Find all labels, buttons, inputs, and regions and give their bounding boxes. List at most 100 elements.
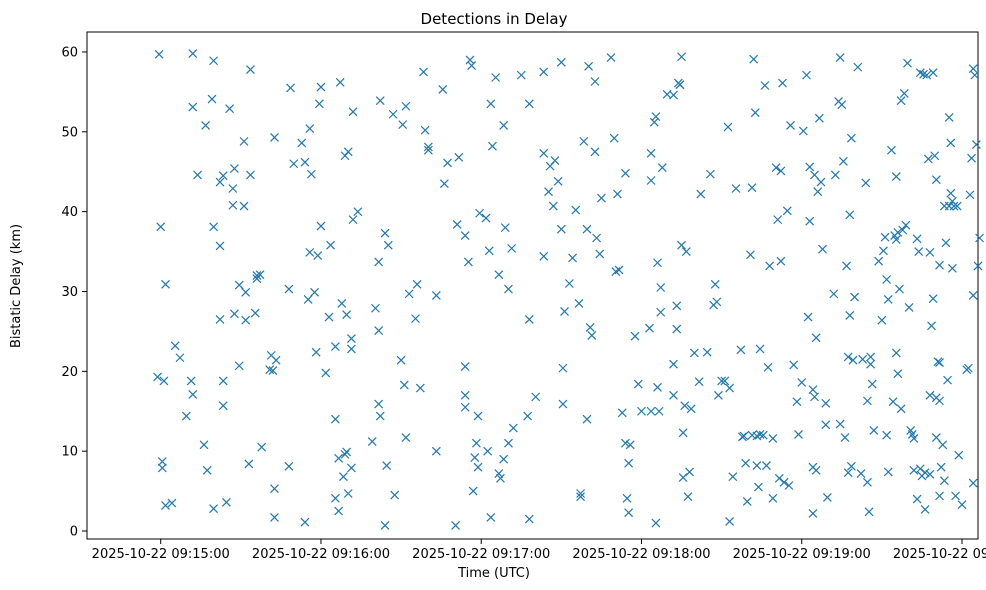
data-point-marker bbox=[460, 390, 470, 400]
data-point-marker bbox=[316, 221, 326, 231]
data-point-marker bbox=[822, 493, 832, 502]
data-point-marker bbox=[246, 65, 255, 74]
data-point-marker bbox=[920, 505, 930, 514]
x-tick-label: 2025-10-22 09:20:00 bbox=[893, 547, 986, 562]
data-point-marker bbox=[199, 440, 209, 450]
data-point-marker bbox=[157, 463, 167, 473]
data-point-marker bbox=[380, 521, 390, 530]
data-point-marker bbox=[225, 104, 235, 114]
data-point-marker bbox=[621, 168, 630, 178]
data-point-marker bbox=[524, 315, 534, 324]
data-point-marker bbox=[161, 279, 170, 289]
data-point-marker bbox=[270, 484, 279, 494]
data-point-marker bbox=[720, 376, 730, 386]
data-point-marker bbox=[375, 96, 385, 106]
data-point-marker bbox=[694, 377, 704, 387]
data-point-marker bbox=[271, 355, 281, 365]
data-point-marker bbox=[342, 447, 352, 457]
data-point-marker bbox=[898, 225, 908, 235]
data-point-marker bbox=[930, 151, 940, 161]
data-point-marker bbox=[585, 322, 595, 332]
data-point-marker bbox=[677, 52, 686, 62]
data-point-marker bbox=[202, 465, 212, 475]
data-point-marker bbox=[946, 188, 956, 198]
data-point-marker bbox=[613, 189, 622, 199]
data-point-marker bbox=[717, 376, 727, 386]
data-point-marker bbox=[524, 514, 534, 524]
data-point-marker bbox=[342, 310, 352, 320]
data-point-marker bbox=[909, 433, 919, 443]
data-point-marker bbox=[419, 67, 428, 77]
data-point-marker bbox=[843, 352, 853, 362]
data-point-marker bbox=[797, 378, 807, 387]
data-point-marker bbox=[861, 178, 871, 188]
data-point-marker bbox=[326, 240, 336, 250]
data-point-marker bbox=[548, 201, 558, 211]
data-point-marker bbox=[912, 494, 922, 504]
data-point-marker bbox=[481, 213, 491, 223]
data-point-marker bbox=[239, 201, 249, 211]
data-point-marker bbox=[289, 159, 299, 169]
data-point-marker bbox=[672, 324, 682, 334]
data-point-marker bbox=[846, 133, 856, 143]
data-point-marker bbox=[297, 138, 307, 148]
x-axis-label: Time (UTC) bbox=[457, 566, 530, 581]
data-point-marker bbox=[846, 461, 856, 471]
data-point-marker bbox=[863, 477, 872, 487]
data-point-marker bbox=[553, 176, 563, 186]
y-tick-label: 0 bbox=[70, 525, 78, 540]
data-point-marker bbox=[891, 235, 901, 245]
data-point-marker bbox=[175, 353, 185, 363]
plot-frame bbox=[86, 31, 979, 540]
data-point-marker bbox=[947, 263, 957, 273]
data-point-marker bbox=[265, 365, 275, 375]
data-point-marker bbox=[244, 459, 254, 469]
data-point-marker bbox=[951, 491, 960, 501]
data-point-marker bbox=[156, 222, 166, 232]
data-point-marker bbox=[768, 433, 778, 443]
data-point-marker bbox=[713, 390, 723, 400]
data-point-marker bbox=[739, 431, 749, 441]
data-point-marker bbox=[324, 312, 334, 322]
data-point-marker bbox=[383, 240, 393, 250]
y-tick-label: 10 bbox=[61, 445, 78, 460]
data-point-marker bbox=[228, 184, 238, 193]
data-point-marker bbox=[866, 359, 876, 369]
data-point-marker bbox=[656, 307, 666, 317]
data-point-marker bbox=[558, 363, 568, 373]
data-point-marker bbox=[630, 331, 640, 341]
data-point-marker bbox=[794, 429, 803, 439]
data-point-marker bbox=[382, 461, 392, 470]
data-point-marker bbox=[975, 233, 985, 243]
data-point-marker bbox=[811, 333, 821, 343]
data-point-marker bbox=[576, 492, 586, 502]
y-axis-label: Bistatic Delay (km) bbox=[9, 224, 24, 348]
data-point-marker bbox=[353, 207, 363, 217]
data-point-marker bbox=[207, 94, 217, 104]
data-point-marker bbox=[850, 292, 860, 302]
data-point-marker bbox=[782, 206, 792, 216]
data-point-marker bbox=[681, 247, 691, 256]
data-point-marker bbox=[499, 454, 509, 464]
data-point-marker bbox=[752, 461, 762, 470]
data-point-marker bbox=[925, 469, 935, 479]
data-point-marker bbox=[883, 295, 893, 304]
data-point-marker bbox=[396, 355, 406, 365]
y-tick-label: 30 bbox=[61, 285, 78, 300]
data-point-marker bbox=[896, 404, 906, 414]
data-point-marker bbox=[193, 170, 202, 180]
data-point-marker bbox=[592, 233, 602, 243]
data-point-marker bbox=[470, 453, 480, 462]
data-point-marker bbox=[154, 49, 164, 59]
data-point-marker bbox=[488, 141, 497, 151]
data-point-marker bbox=[218, 171, 228, 181]
data-point-marker bbox=[371, 303, 380, 313]
data-point-marker bbox=[927, 321, 936, 331]
data-point-marker bbox=[257, 442, 267, 452]
data-point-marker bbox=[680, 401, 690, 411]
data-point-marker bbox=[451, 521, 461, 530]
data-point-marker bbox=[460, 231, 470, 241]
data-point-marker bbox=[595, 249, 605, 259]
data-point-marker bbox=[367, 437, 377, 447]
data-point-marker bbox=[754, 482, 763, 492]
